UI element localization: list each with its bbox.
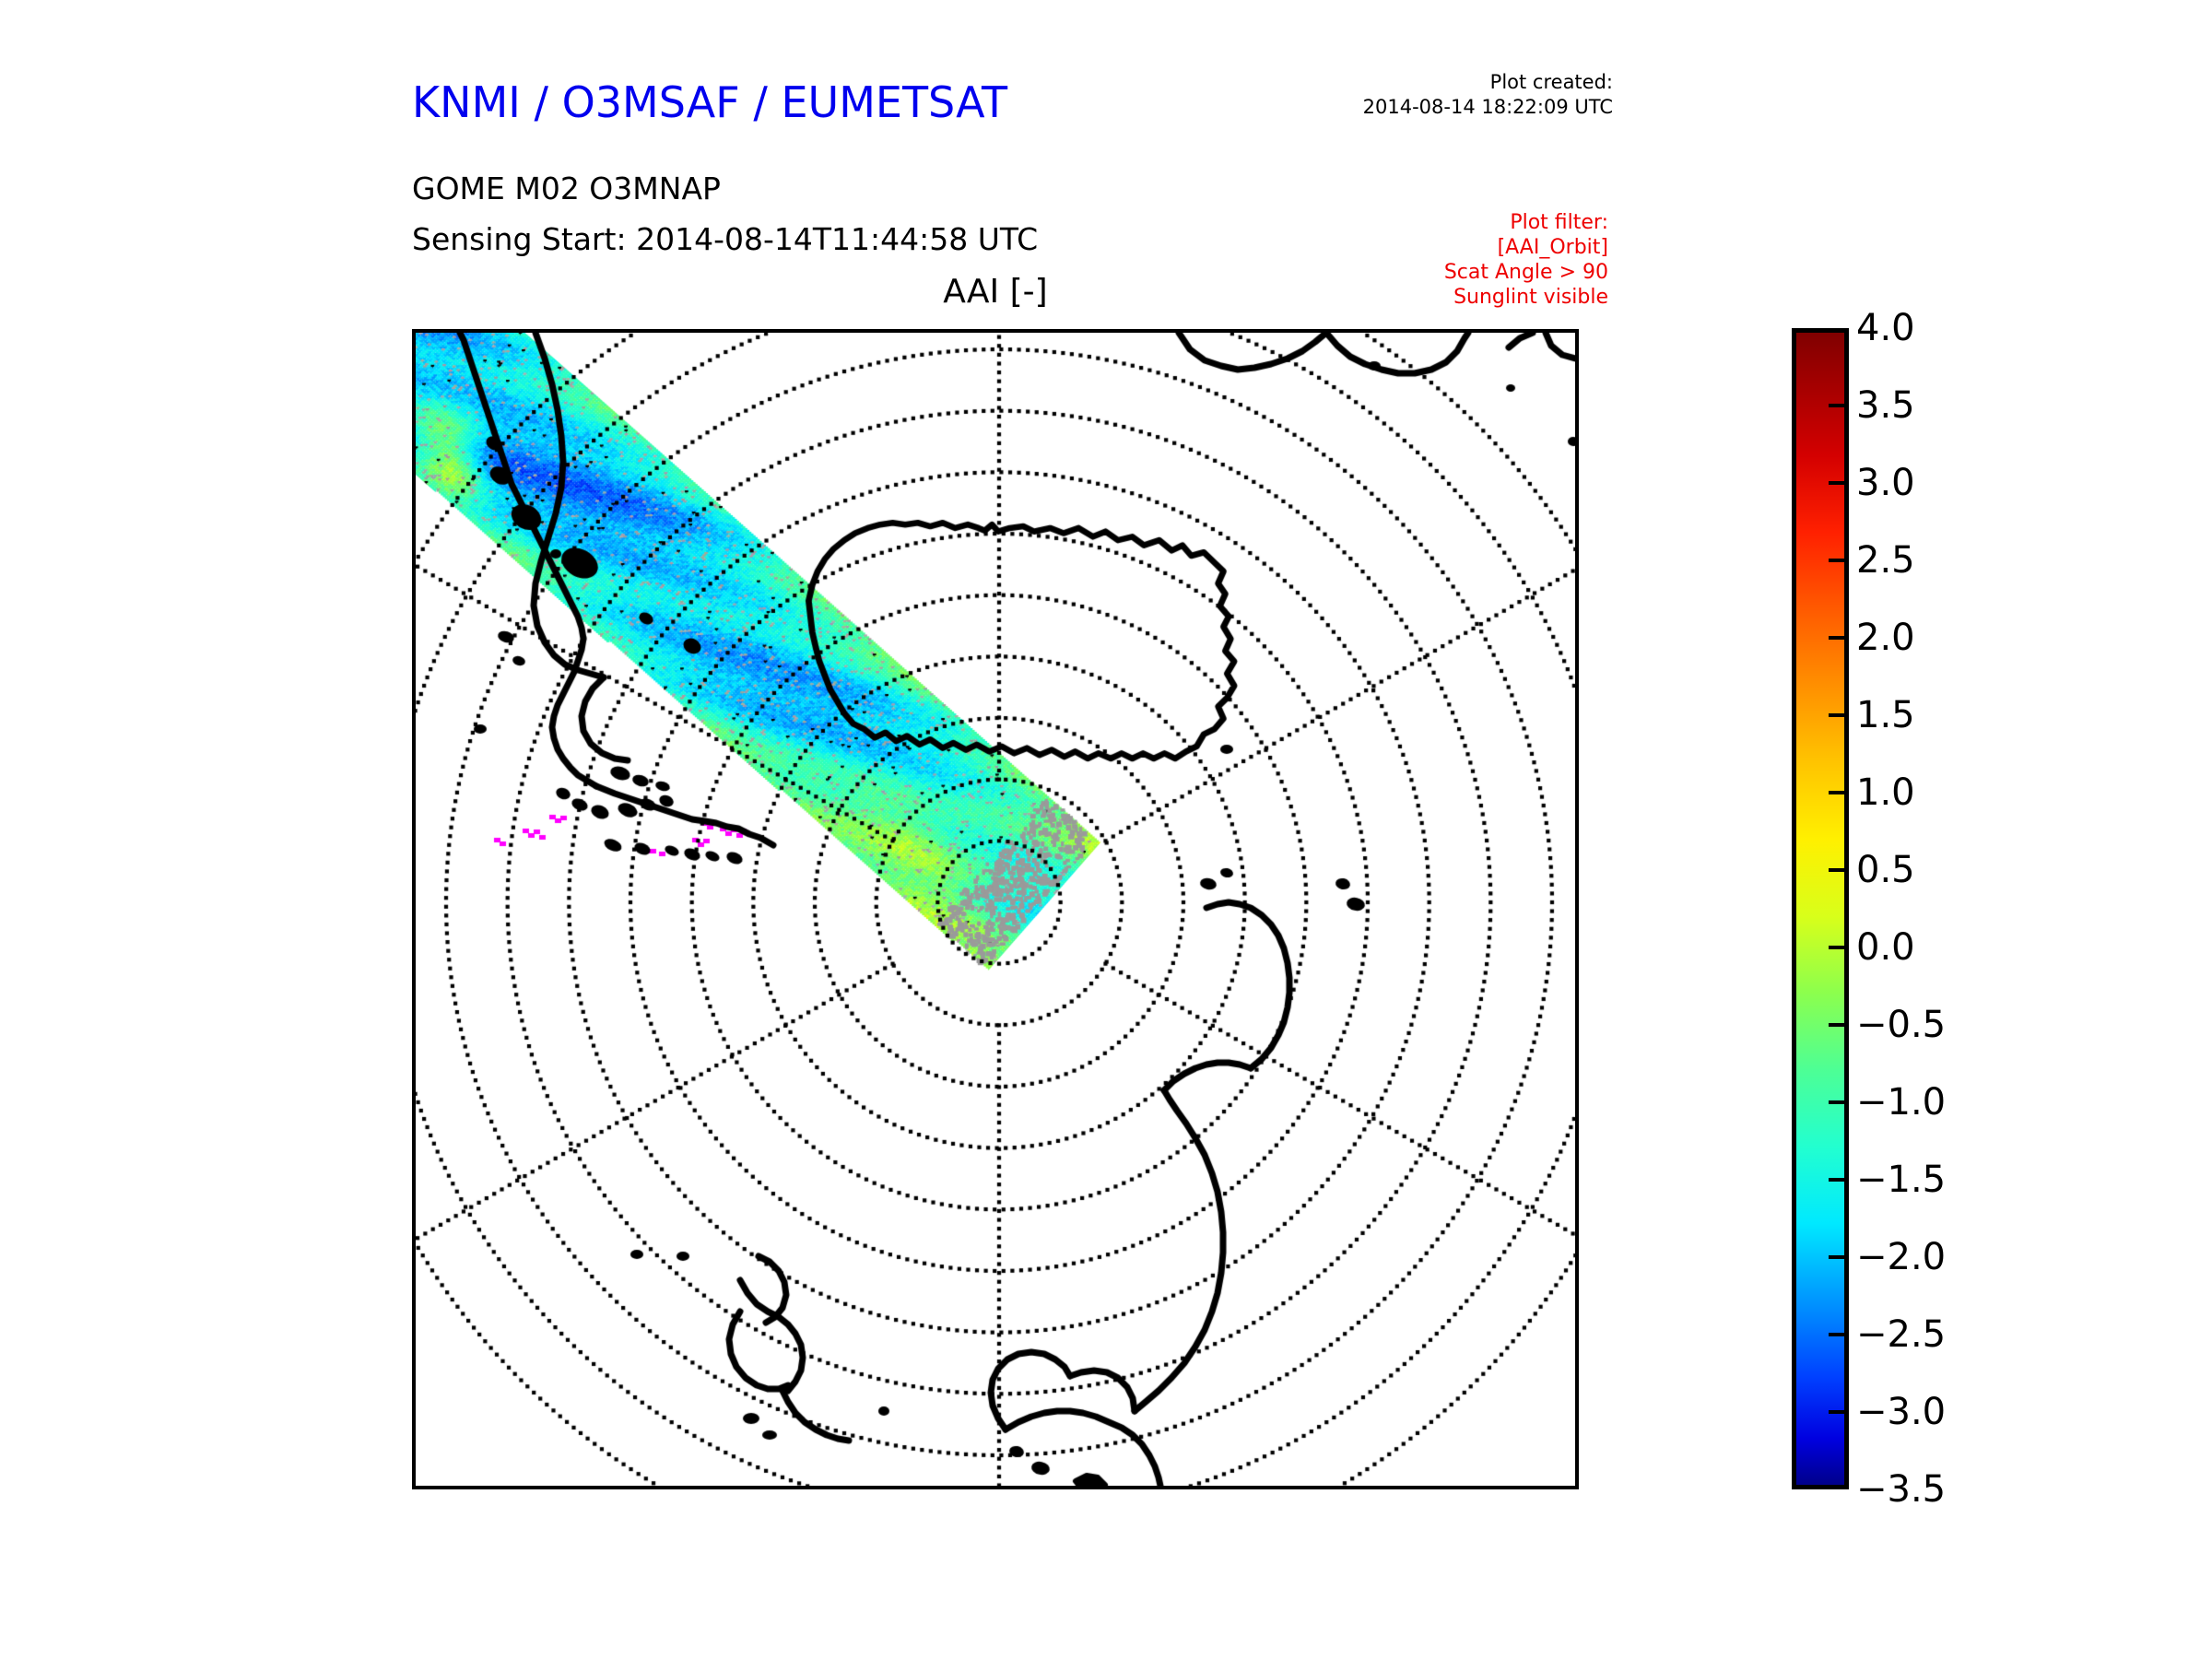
colorbar-tick-label: −3.5 [1856,1468,1947,1511]
colorbar-tick-label: 3.0 [1856,462,1915,504]
colorbar-tick-mark [1829,713,1845,717]
map-canvas [416,333,1575,1486]
plot-created-value: 2014-08-14 18:22:09 UTC [1362,96,1613,118]
colorbar-tick-label: −1.5 [1856,1159,1947,1201]
colorbar-tick-mark [1829,404,1845,407]
colorbar-tick-label: −2.5 [1856,1313,1947,1356]
colorbar-tick-label: 0.5 [1856,849,1915,891]
colorbar-tick-mark [1829,1100,1845,1104]
colorbar-tick-mark [1829,791,1845,794]
colorbar-tick-mark [1829,1410,1845,1414]
colorbar-tick-mark [1829,1023,1845,1027]
colorbar-tick-label: −2.0 [1856,1236,1947,1278]
polar-map-plot [412,329,1579,1489]
colorbar: 4.0 3.5 3.0 2.5 2.0 1.5 1.0 0.5 0.0 −0.5 −1.0 −1.5 −… [1792,307,1946,1511]
plot-filter-block: Plot filter: [AAI_Orbit] Scat Angle > 90… [1327,210,1608,310]
plot-filter-sunglint: Sunglint visible [1453,286,1608,309]
colorbar-tick-mark [1829,1255,1845,1259]
colorbar-tick-label: 1.5 [1856,694,1915,736]
colorbar-tick-mark [1829,1178,1845,1182]
colorbar-tick-label: 2.0 [1856,617,1915,659]
colorbar-tick-mark [1829,868,1845,872]
product-line: GOME M02 O3MNAP [412,171,721,206]
colorbar-tick-mark [1829,946,1845,949]
map-title: AAI [-] [943,273,1048,311]
colorbar-tick-mark [1829,481,1845,485]
plot-created-label: Plot created: [1489,71,1613,93]
colorbar-tick-label: 3.5 [1856,384,1915,427]
colorbar-tick-label: −0.5 [1856,1004,1947,1046]
colorbar-tick-mark [1829,559,1845,562]
colorbar-tick-label: −1.0 [1856,1081,1947,1124]
colorbar-gradient [1792,328,1849,1489]
colorbar-tick-mark [1829,1333,1845,1336]
plot-filter-label: Plot filter: [1510,211,1608,234]
colorbar-tick-mark [1829,636,1845,640]
plot-filter-scat-angle: Scat Angle > 90 [1443,261,1608,284]
sensing-start-line: Sensing Start: 2014-08-14T11:44:58 UTC [412,221,1039,257]
colorbar-tick-label: 4.0 [1856,307,1915,349]
plot-created-block: Plot created: 2014-08-14 18:22:09 UTC [1318,70,1613,120]
organisation-title: KNMI / O3MSAF / EUMETSAT [412,77,1008,127]
colorbar-tick-label: 0.0 [1856,926,1915,969]
colorbar-tick-label: 2.5 [1856,539,1915,582]
colorbar-tick-label: 1.0 [1856,771,1915,814]
plot-filter-name: [AAI_Orbit] [1497,236,1608,259]
colorbar-tick-label: −3.0 [1856,1391,1947,1433]
